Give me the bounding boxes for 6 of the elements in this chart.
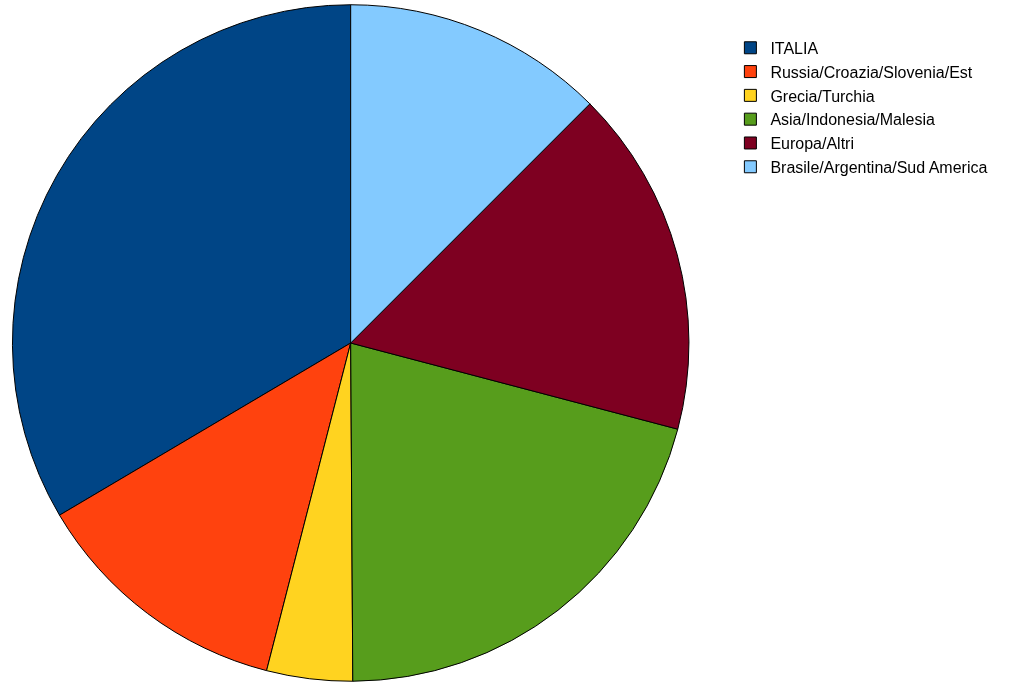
- legend-label: Brasile/Argentina/Sud America: [770, 159, 988, 177]
- legend-label: Asia/Indonesia/Malesia: [770, 111, 936, 129]
- legend-label: Russia/Croazia/Slovenia/Est: [770, 63, 973, 81]
- legend-label: Grecia/Turchia: [770, 87, 875, 105]
- legend-label: Europa/Altri: [770, 135, 854, 153]
- legend-label: ITALIA: [770, 40, 819, 58]
